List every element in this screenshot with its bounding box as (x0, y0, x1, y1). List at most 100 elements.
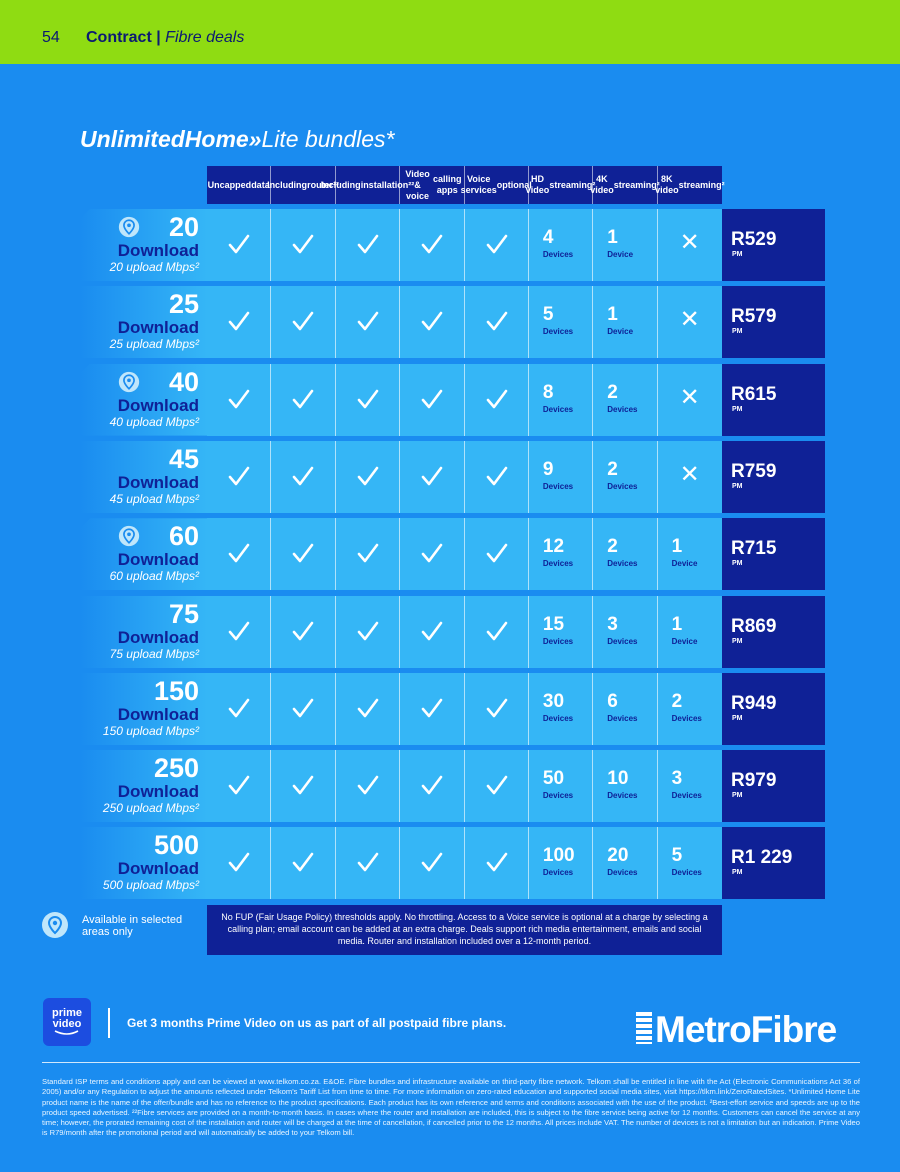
feature-cell (336, 440, 401, 513)
check-icon (228, 853, 250, 872)
feature-cell (400, 209, 465, 281)
location-pin-icon (118, 216, 140, 238)
metrofibre-fibre: Fibre (750, 1009, 837, 1050)
device-unit: Devices (542, 636, 574, 646)
check-icon (486, 621, 507, 640)
download-label: Download (117, 704, 199, 724)
feature-cell (207, 827, 272, 900)
device-count: 5 (542, 304, 554, 326)
feature-cell (207, 750, 272, 823)
check-icon (293, 234, 314, 254)
cross-icon: ✕ (679, 383, 700, 411)
check-icon (293, 775, 314, 795)
section-separator: | (156, 29, 161, 46)
speed-label: 20 Download 20 upload Mbps² (80, 209, 207, 281)
feature-cell (271, 363, 336, 436)
device-cell: 3 Devices (593, 595, 658, 668)
cross-icon: ✕ (679, 229, 700, 256)
download-label: Download (117, 627, 199, 647)
title-suffix: Lite bundles* (261, 126, 395, 152)
feature-cell (465, 440, 529, 513)
top-bar: 54 Contract | Fibre deals (0, 0, 900, 64)
feature-cell (207, 595, 272, 668)
bundle-row: 25 Download 25 upload Mbps² 5 Devices 1 Device… (80, 286, 825, 359)
check-icon (357, 234, 379, 254)
device-count: 6 (607, 690, 618, 712)
feature-cell (336, 209, 401, 281)
check-icon (486, 234, 507, 254)
price-period: PM (732, 482, 743, 490)
speed-label: 25 Download 25 upload Mbps² (80, 286, 207, 359)
column-header: Uncapped data (207, 166, 272, 204)
feature-cell (465, 672, 529, 745)
prime-video-logo: prime video (43, 998, 91, 1046)
table-note: No FUP (Fair Usage Policy) thresholds ap… (207, 905, 722, 955)
upload-speed: 250 upload Mbps² (102, 801, 199, 816)
device-cell: 2 Devices (593, 518, 658, 591)
device-cell: 1 Device (593, 209, 658, 281)
speed-label: 500 Download 500 upload Mbps² (80, 827, 207, 900)
column-header: Video & voice calling apps (400, 166, 465, 204)
upload-speed: 150 upload Mbps² (102, 723, 199, 738)
device-count: 1 (607, 227, 618, 248)
feature-cell (207, 440, 272, 513)
price-cell: R579 PM (722, 286, 825, 359)
column-header-line: Voice services (460, 174, 497, 195)
check-icon (421, 466, 443, 486)
feature-cell (271, 672, 336, 745)
check-icon (293, 698, 314, 718)
bundle-row: 250 Download 250 upload Mbps² 50 Devices 10 De… (80, 750, 825, 823)
device-unit: Devices (542, 327, 574, 337)
check-icon (421, 853, 443, 872)
device-cell: ✕ (658, 286, 722, 358)
price-amount: R949 (731, 692, 777, 714)
download-speed: 75 (168, 598, 199, 629)
check-icon (228, 466, 250, 486)
check-icon (357, 389, 379, 408)
speed-label: 250 Download 250 upload Mbps² (80, 750, 207, 823)
device-unit: Devices (671, 868, 702, 878)
check-icon (486, 389, 507, 408)
device-count: 30 (542, 690, 565, 712)
price-amount: R979 (731, 770, 777, 792)
device-count: 50 (542, 768, 565, 790)
check-icon (293, 389, 314, 408)
device-unit: Device (607, 327, 634, 337)
upload-speed: 60 upload Mbps² (109, 569, 199, 584)
feature-cell (400, 750, 465, 823)
download-speed: 500 (153, 830, 199, 861)
bundle-row: 60 Download 60 upload Mbps² 12 Devices 2 Devic… (80, 518, 825, 591)
device-count: 9 (542, 458, 554, 480)
feature-cells: 15 Devices 3 Devices 1 Device (207, 595, 722, 668)
check-icon (421, 775, 443, 795)
feature-cell (400, 518, 465, 591)
device-cell: 3 Devices (658, 750, 722, 822)
feature-cell (465, 750, 529, 823)
feature-cell (336, 672, 401, 745)
device-cell: 1 Device (658, 518, 722, 590)
section-title: Contract | Fibre deals (86, 29, 244, 47)
device-count: 1 (607, 304, 618, 326)
download-label: Download (117, 318, 199, 338)
price-cell: R529 PM (722, 209, 825, 281)
check-icon (357, 311, 379, 331)
device-unit: Devices (607, 868, 638, 878)
feature-cell (271, 209, 336, 281)
price-period: PM (732, 251, 743, 258)
feature-cells: 12 Devices 2 Devices 1 Device (207, 518, 722, 591)
check-icon (486, 311, 507, 331)
device-unit: Device (671, 636, 698, 646)
column-header-line: data (251, 179, 270, 190)
download-speed: 150 (153, 675, 199, 706)
check-icon (421, 698, 443, 718)
check-icon (421, 621, 443, 640)
device-unit: Devices (542, 559, 574, 569)
column-header-line: 4K video (590, 174, 614, 195)
upload-speed: 75 upload Mbps² (109, 646, 199, 661)
device-cell: 50 Devices (529, 750, 594, 823)
column-header: 8K video streaming² (655, 166, 725, 204)
device-cell: 5 Devices (658, 827, 722, 899)
check-icon (357, 775, 379, 795)
column-header-line: Uncapped (207, 179, 252, 190)
column-header-line: streaming² (549, 179, 596, 190)
